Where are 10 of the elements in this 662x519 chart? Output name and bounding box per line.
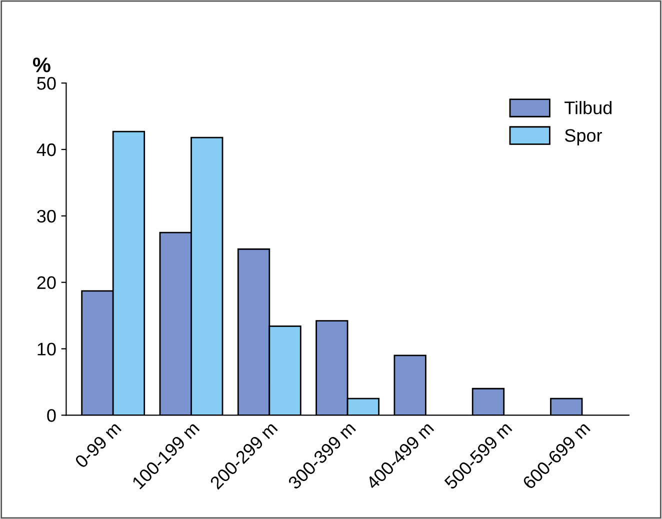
legend-label: Tilbud (564, 101, 612, 114)
y-tick-label: 50 (37, 76, 56, 90)
y-tick-label: 10 (38, 342, 56, 356)
y-axis-title: % (32, 58, 50, 72)
x-tick-label: 0-99 m (74, 421, 122, 469)
y-tick-label: 40 (36, 143, 56, 156)
y-tick-label: 0 (47, 409, 56, 422)
legend-label: Spor (564, 129, 602, 146)
y-tick-label: 20 (37, 276, 56, 290)
y-tick-label: 30 (37, 210, 56, 223)
